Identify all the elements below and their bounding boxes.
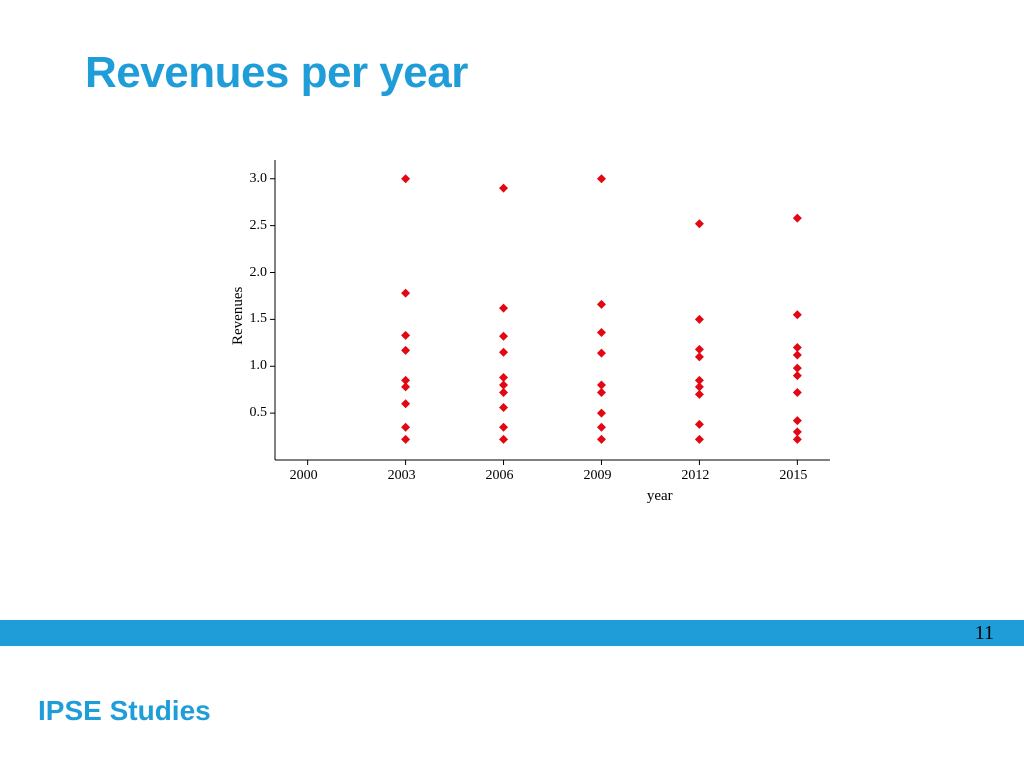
slide-title: Revenues per year xyxy=(85,48,468,98)
data-point xyxy=(597,349,606,358)
data-point xyxy=(499,388,508,397)
xtick-label: 2012 xyxy=(681,468,709,484)
data-point xyxy=(499,332,508,341)
ytick-label: 2.5 xyxy=(250,218,268,234)
x-axis-label: year xyxy=(647,488,673,505)
xtick-label: 2006 xyxy=(486,468,514,484)
data-point xyxy=(695,315,704,324)
data-point xyxy=(401,435,410,444)
data-point xyxy=(499,348,508,357)
data-point xyxy=(695,435,704,444)
data-point xyxy=(401,289,410,298)
data-point xyxy=(793,416,802,425)
xtick-label: 2015 xyxy=(779,468,807,484)
ytick-label: 0.5 xyxy=(250,405,268,421)
data-point xyxy=(793,371,802,380)
data-point xyxy=(695,352,704,361)
data-point xyxy=(499,304,508,313)
data-point xyxy=(499,403,508,412)
data-point xyxy=(793,351,802,360)
data-point xyxy=(793,435,802,444)
footer-bar xyxy=(0,620,1024,646)
slide: Revenues per year 0.5 1.0 1.5 2.0 2.5 3.0 2000… xyxy=(0,0,1024,768)
data-point xyxy=(597,435,606,444)
ytick-label: 2.0 xyxy=(250,265,268,281)
ytick-label: 1.0 xyxy=(250,358,268,374)
data-point xyxy=(401,382,410,391)
data-point xyxy=(597,423,606,432)
data-point xyxy=(499,423,508,432)
data-point xyxy=(793,388,802,397)
data-point xyxy=(597,300,606,309)
footer-brand: IPSE Studies xyxy=(38,695,211,727)
page-number: 11 xyxy=(975,622,994,644)
xtick-label: 2000 xyxy=(290,468,318,484)
data-point xyxy=(793,214,802,223)
data-point xyxy=(499,435,508,444)
ytick-label: 1.5 xyxy=(250,311,268,327)
xtick-label: 2003 xyxy=(388,468,416,484)
y-axis-label: Revenues xyxy=(230,287,247,345)
xtick-label: 2009 xyxy=(583,468,611,484)
revenues-scatter-chart: 0.5 1.0 1.5 2.0 2.5 3.0 2000 2003 2006 2009 2012 20… xyxy=(200,150,850,510)
ytick-label: 3.0 xyxy=(250,171,268,187)
data-point xyxy=(401,331,410,340)
data-point xyxy=(793,310,802,319)
data-point xyxy=(695,420,704,429)
data-point xyxy=(401,174,410,183)
data-point xyxy=(597,328,606,337)
data-point xyxy=(401,346,410,355)
chart-svg xyxy=(200,150,850,510)
data-point xyxy=(597,174,606,183)
data-point xyxy=(695,219,704,228)
data-point xyxy=(401,423,410,432)
data-point xyxy=(695,390,704,399)
data-point xyxy=(597,409,606,418)
data-point xyxy=(401,399,410,408)
data-point xyxy=(597,388,606,397)
data-point xyxy=(499,184,508,193)
